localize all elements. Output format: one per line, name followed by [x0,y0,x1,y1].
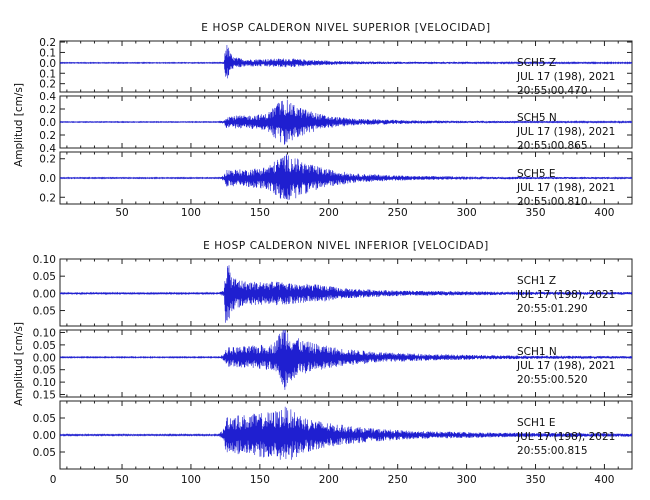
trace-annotation-line-2: JUL 17 (198), 2021 [516,71,615,83]
y-axis-label: Amplitud [cm/s] [13,83,25,167]
trace-annotation-line-2: JUL 17 (198), 2021 [516,360,615,372]
y-tick-label: 0.2 [39,79,56,91]
y-tick-label: 0.05 [33,340,56,352]
chart-title: E HOSP CALDERON NIVEL SUPERIOR [VELOCIDA… [201,22,490,34]
trace-annotation-line-1: SCH5 N [517,112,557,124]
trace-annotation-line-3: 20:55:00.810 [517,196,588,208]
trace-annotation-line-2: JUL 17 (198), 2021 [516,431,615,443]
x-tick-label: 200 [319,207,339,219]
x-tick-label: 50 [115,207,128,219]
y-axis-label: Amplitud [cm/s] [13,322,25,406]
seismogram-group-2: E HOSP CALDERON NIVEL INFERIOR [VELOCIDA… [13,240,633,486]
x-tick-label: 300 [457,474,477,486]
y-tick-label: 0.4 [39,143,56,155]
waveform-trace [60,99,632,145]
x-tick-label: 150 [250,474,270,486]
y-tick-label: 0.4 [39,91,56,103]
y-tick-label: 0.10 [33,254,56,266]
x-tick-label: 250 [388,207,408,219]
x-tick-label: 100 [181,474,201,486]
y-tick-label: 0.10 [33,327,56,339]
panel-frame [59,40,633,93]
x-tick-label: 350 [525,474,545,486]
trace-annotation-line-2: JUL 17 (198), 2021 [516,182,615,194]
trace-annotation-line-3: 20:55:00.520 [517,374,588,386]
seismogram-group-1: E HOSP CALDERON NIVEL SUPERIOR [VELOCIDA… [13,22,633,219]
y-tick-label: 0.05 [33,447,56,459]
y-tick-label: 0.1 [39,68,56,80]
x-tick-label: 300 [457,207,477,219]
trace-annotation-line-3: 20:55:00.865 [517,140,588,152]
panel-frame [59,329,633,398]
x-tick-label: 350 [525,207,545,219]
x-tick-label: 250 [388,474,408,486]
y-tick-label: 0.05 [33,306,56,318]
waveform-trace [60,406,632,460]
trace-annotation-line-3: 20:55:00.470 [517,85,588,97]
x-tick-label: 200 [319,474,339,486]
y-tick-label: 0.10 [33,377,56,389]
waveform-trace [60,330,632,390]
y-tick-label: 0.2 [39,192,56,204]
trace-annotation-line-1: SCH5 Z [517,57,556,69]
x-tick-label: 50 [115,474,128,486]
trace-panel-3: 0.05 0.00 0.05 SCH1 E JUL 17 (198), 2021 20:5… [33,400,633,470]
trace-annotation-line-3: 20:55:01.290 [517,303,588,315]
x-tick-label: 150 [250,207,270,219]
trace-annotation-line-1: SCH1 N [517,346,557,358]
y-tick-label: 0.2 [39,130,56,142]
y-tick-label: 0.05 [33,365,56,377]
x-tick-label: 100 [181,207,201,219]
waveform-trace [60,44,632,79]
trace-panel-1: 0.10 0.05 0.00 0.05 SCH1 Z JUL 17 (198), 2021… [33,254,633,327]
y-tick-label: 0.05 [33,413,56,425]
x-tick-label: 400 [594,207,614,219]
x-tick-label: 0 [50,474,57,486]
waveform-trace [60,154,632,201]
y-tick-label: 0.2 [39,154,56,166]
y-tick-label: 0.00 [33,288,56,300]
y-tick-label: 0.00 [33,352,56,364]
y-tick-label: 0.05 [33,271,56,283]
y-tick-label: 0.1 [39,47,56,59]
trace-annotation-line-1: SCH1 E [517,417,556,429]
x-tick-label: 400 [594,474,614,486]
trace-panel-3: 0.2 0.0 0.2 SCH5 E JUL 17 (198), 2021 20:55:0… [39,151,633,208]
y-tick-label: 0.2 [39,104,56,116]
trace-annotation-line-2: JUL 17 (198), 2021 [516,126,615,138]
y-tick-label: 0.00 [33,430,56,442]
trace-annotation-line-3: 20:55:00.815 [517,445,588,457]
y-tick-label: 0.2 [39,37,56,49]
chart-title: E HOSP CALDERON NIVEL INFERIOR [VELOCIDA… [203,240,489,252]
trace-annotation-line-1: SCH1 Z [517,275,556,287]
trace-annotation-line-1: SCH5 E [517,168,556,180]
y-tick-label: 0.15 [33,390,56,402]
y-tick-label: 0.0 [39,117,56,129]
trace-annotation-line-2: JUL 17 (198), 2021 [516,289,615,301]
y-tick-label: 0.0 [39,173,56,185]
y-tick-label: 0.0 [39,58,56,70]
waveform-trace [60,265,632,323]
